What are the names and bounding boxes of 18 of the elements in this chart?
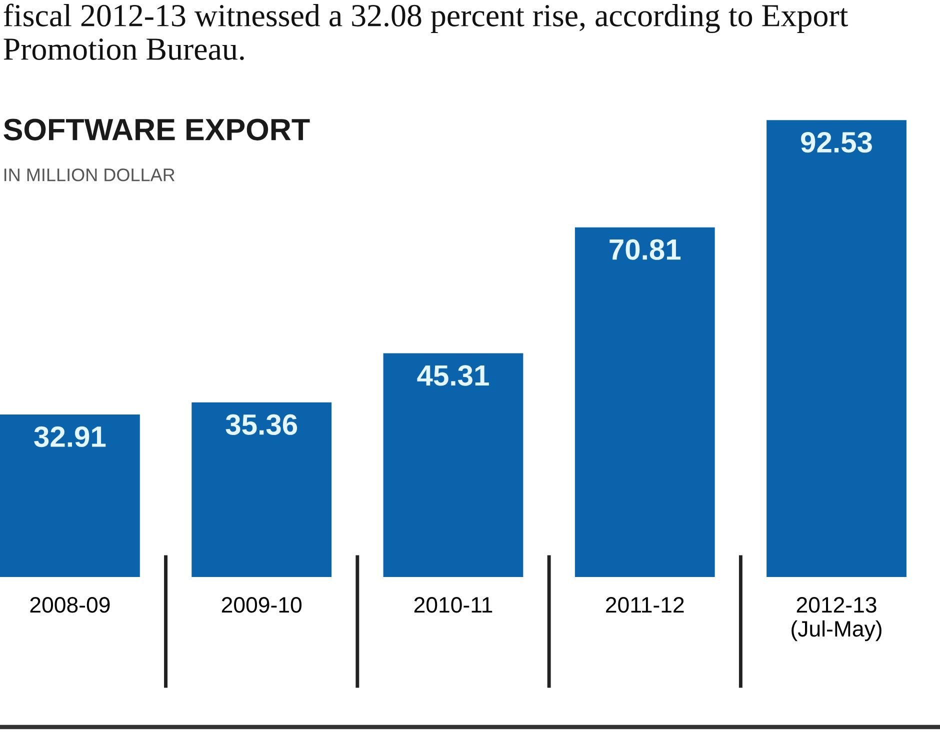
text: fiscal 2012-13 witnessed a 32.08 percent rise, according to Export Promotion Bureau. — [4, 4, 848, 60]
data-label: 32.91 — [34, 426, 106, 448]
bar — [383, 353, 524, 577]
x-tick-label: 2010-11 — [414, 597, 492, 613]
x-tick-label: 2009-10 — [222, 597, 302, 613]
chart-title: SOFTWARE EXPORT — [4, 118, 310, 140]
bar — [0, 414, 140, 577]
text: IN MILLION DOLLAR — [4, 168, 175, 182]
bar — [766, 120, 906, 577]
x-tick-label: 2011-12 — [606, 597, 684, 613]
data-label: 35.36 — [226, 414, 298, 435]
bar — [574, 227, 715, 577]
data-label: 70.81 — [610, 239, 681, 260]
data-label: 45.31 — [417, 365, 489, 386]
data-label: 92.53 — [801, 132, 872, 153]
bar — [192, 402, 332, 577]
x-tick-label: 2008-09 — [30, 597, 110, 613]
x-tick-label: 2012-13 (Jul-May) — [792, 597, 882, 642]
